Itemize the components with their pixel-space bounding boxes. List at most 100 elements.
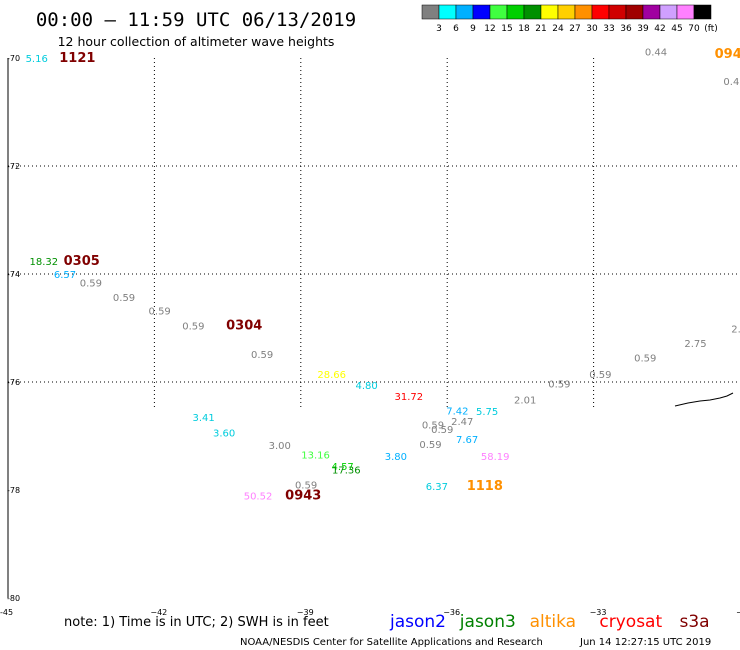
- pass-time-label: 1118: [467, 479, 503, 494]
- color-scale-label: 42: [654, 24, 665, 34]
- y-tick-label: -80: [7, 594, 20, 603]
- gridlines: [8, 58, 740, 407]
- wave-height-label: 0.44: [645, 47, 667, 58]
- pass-time-label: 0943: [285, 489, 321, 504]
- color-scale-label: 21: [535, 24, 546, 34]
- wave-height-label: 0.59: [419, 440, 441, 451]
- wave-height-label: 2.75: [684, 339, 706, 350]
- x-tick-label: -45: [0, 608, 13, 617]
- y-tick-label: -74: [7, 270, 20, 279]
- wave-height-label: 0.42: [723, 77, 740, 88]
- satellite-name: s3a: [680, 612, 710, 632]
- wave-height-label: 0.59: [182, 322, 204, 333]
- wave-height-label: 3.60: [213, 429, 235, 440]
- wave-height-label: 5.75: [476, 407, 498, 418]
- wave-height-label: 3.80: [385, 452, 407, 463]
- wave-height-label: 2.47: [451, 417, 473, 428]
- wave-height-label: 0.59: [149, 307, 171, 318]
- color-scale-label: 36: [620, 24, 632, 34]
- footer-note: note: 1) Time is in UTC; 2) SWH is in fe…: [64, 615, 329, 630]
- x-tick-label: −36: [443, 608, 460, 617]
- y-tick-label: -72: [7, 162, 20, 171]
- color-scale-label: 6: [453, 24, 459, 34]
- wave-height-label: 0.59: [589, 370, 611, 381]
- color-scale-label: 18: [518, 24, 530, 34]
- color-scale-label: 30: [586, 24, 598, 34]
- wave-height-label: 17.36: [332, 465, 361, 476]
- coastline: [674, 392, 734, 407]
- wave-height-label: 31.72: [394, 392, 423, 403]
- wave-height-label: 58.19: [481, 452, 510, 463]
- color-swatch: [591, 4, 610, 20]
- wave-height-label: 0.59: [295, 480, 317, 491]
- satellite-legend: jason2 jason3 altika cryosat s3a: [389, 612, 710, 632]
- color-swatch: [676, 4, 695, 20]
- color-swatch: [523, 4, 542, 20]
- wave-height-label: 0.59: [431, 425, 453, 436]
- wave-height-label: 28.66: [317, 370, 346, 381]
- color-scale: 3 6 9 12 15 18 21 24 27 30 33 36 39 42 45 70 (ft): [421, 4, 718, 34]
- y-tick-label: -70: [7, 54, 20, 63]
- satellite-name: jason2: [389, 612, 446, 632]
- wave-height-label: 18.32: [29, 257, 58, 268]
- color-scale-label: 3: [436, 24, 442, 34]
- satellite-name: altika: [530, 612, 577, 632]
- chart-title: 00:00 – 11:59 UTC 06/13/2019: [36, 9, 356, 31]
- wave-height-label: 0.59: [422, 420, 444, 431]
- color-scale-label: 12: [484, 24, 495, 34]
- wave-height-label: 0.59: [80, 278, 102, 289]
- y-tick-label: -78: [7, 486, 20, 495]
- color-swatch: [540, 4, 559, 20]
- color-swatch: [625, 4, 644, 20]
- color-swatch: [421, 4, 440, 20]
- color-scale-label: 9: [470, 24, 476, 34]
- data-points: 5.1611210.4409400.4218.3203056.570.590.5…: [26, 47, 740, 504]
- wave-height-label: 0.59: [251, 350, 273, 361]
- wave-height-label: 3.00: [269, 441, 291, 452]
- color-swatch: [455, 4, 474, 20]
- color-swatch: [608, 4, 627, 20]
- wave-height-label: 4.57: [332, 462, 354, 473]
- color-scale-label: 33: [603, 24, 614, 34]
- color-swatch: [557, 4, 576, 20]
- wave-height-label: 6.37: [426, 482, 448, 493]
- satellite-name: cryosat: [599, 612, 662, 632]
- wave-height-label: 2.01: [514, 396, 536, 407]
- color-scale-label: 39: [637, 24, 649, 34]
- wave-height-label: 50.52: [244, 492, 273, 503]
- color-swatch: [472, 4, 491, 20]
- color-swatch: [659, 4, 678, 20]
- chart-subtitle: 12 hour collection of altimeter wave hei…: [58, 34, 335, 49]
- color-swatch: [506, 4, 525, 20]
- pass-time-label: 0305: [64, 254, 100, 269]
- color-scale-label: 27: [569, 24, 580, 34]
- color-scale-label: 15: [501, 24, 512, 34]
- wave-height-label: 0.59: [113, 293, 135, 304]
- pass-time-label: 0304: [226, 319, 262, 334]
- satellite-name: jason3: [459, 612, 516, 632]
- pass-time-label: 1121: [59, 51, 95, 66]
- x-tick-label: −42: [150, 608, 167, 617]
- color-swatch: [574, 4, 593, 20]
- color-scale-label: 45: [671, 24, 682, 34]
- wave-height-label: 2.74: [731, 324, 740, 335]
- x-tick-label: −30: [736, 608, 740, 617]
- x-tick-label: −33: [590, 608, 607, 617]
- color-swatch: [693, 4, 712, 20]
- x-tick-label: −39: [297, 608, 314, 617]
- wave-height-label: 13.16: [301, 451, 330, 462]
- color-scale-label: 70: [688, 24, 700, 34]
- color-swatch: [438, 4, 457, 20]
- footer-timestamp: Jun 14 12:27:15 UTC 2019: [579, 637, 711, 648]
- color-swatch: [642, 4, 661, 20]
- wave-height-label: 6.57: [54, 270, 76, 281]
- footer-credit: NOAA/NESDIS Center for Satellite Applica…: [240, 637, 543, 648]
- wave-height-label: 7.67: [456, 435, 478, 446]
- color-scale-label: (ft): [704, 24, 718, 34]
- wave-height-label: 0.59: [548, 379, 570, 390]
- wave-height-label: 3.41: [192, 413, 214, 424]
- y-tick-label: -76: [7, 378, 20, 387]
- wave-height-label: 7.42: [446, 406, 468, 417]
